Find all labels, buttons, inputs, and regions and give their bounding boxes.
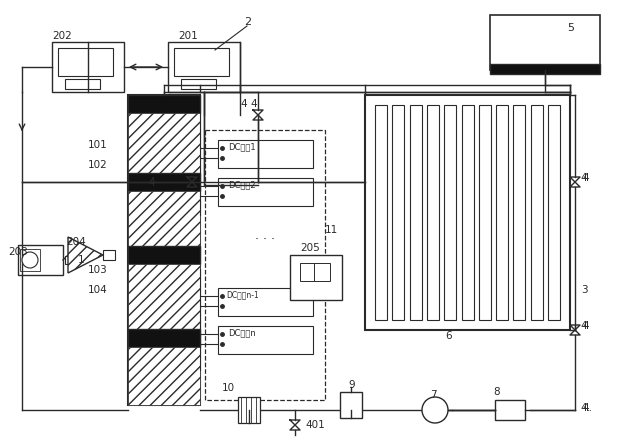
Bar [392,105,404,320]
Text: . . .: . . . [255,228,275,242]
Bar [496,105,508,320]
Text: 4: 4 [148,178,155,188]
Bar [20,249,40,271]
Text: 3: 3 [581,285,587,295]
Bar [365,95,570,330]
Text: 4: 4 [580,173,587,183]
Bar [128,113,200,173]
Text: 5: 5 [567,23,574,33]
Text: 4: 4 [148,177,155,187]
Bar [427,105,439,320]
Text: 10: 10 [222,383,235,393]
Text: 102: 102 [88,160,108,170]
Bar [181,79,216,89]
Bar [205,130,325,400]
Bar [375,105,387,320]
Bar [444,105,456,320]
Bar [314,263,330,281]
Text: 202: 202 [52,31,72,41]
Bar [462,105,473,320]
Text: 401: 401 [305,420,325,430]
Bar [128,95,200,405]
Text: 4: 4 [582,173,589,183]
Text: 101: 101 [88,140,108,150]
Bar [548,105,560,320]
Bar [218,140,313,168]
Bar [128,329,200,347]
Bar [531,105,543,320]
Bar [128,95,200,113]
Bar [490,64,600,74]
Bar [238,397,260,423]
Text: 2: 2 [244,17,251,27]
Circle shape [22,252,38,268]
Bar [58,48,113,76]
Text: 4: 4 [250,99,257,109]
Text: DC电源1: DC电源1 [228,142,255,151]
Text: 103: 103 [88,265,108,275]
Text: 4.: 4. [582,403,592,413]
Text: 11: 11 [325,225,338,235]
Text: 6: 6 [445,331,452,341]
Text: 104: 104 [88,285,108,295]
Bar [65,256,77,264]
Bar [128,191,200,246]
Text: 4: 4 [580,321,587,331]
Text: 201: 201 [178,31,197,41]
Bar [128,347,200,405]
Bar [495,400,525,420]
Bar [513,105,525,320]
Bar [290,255,342,300]
Text: 7: 7 [430,390,437,400]
Bar [174,48,229,76]
Text: 4.: 4. [580,403,590,413]
Text: 8: 8 [493,387,500,397]
Bar [128,264,200,329]
Text: 203: 203 [8,247,28,257]
Bar [103,250,115,260]
Bar [340,392,362,418]
Bar [300,263,316,281]
Text: 4: 4 [240,99,247,109]
Bar [218,178,313,206]
Text: 204: 204 [66,237,86,247]
Bar [479,105,491,320]
Bar [168,42,240,92]
Bar [52,42,124,92]
Text: DC电源n-1: DC电源n-1 [226,291,259,299]
Text: 1: 1 [78,255,85,265]
Bar [218,326,313,354]
Bar [128,246,200,264]
Circle shape [422,397,448,423]
Bar [18,245,63,275]
Bar [128,173,200,191]
Text: DC电源2: DC电源2 [228,181,255,190]
Text: 4: 4 [582,321,589,331]
Text: 9: 9 [348,380,354,390]
Bar [65,79,100,89]
Text: DC电源n: DC电源n [228,328,256,337]
Bar [409,105,422,320]
Bar [490,15,600,70]
Polygon shape [68,237,103,273]
Bar [218,288,313,316]
Text: 205: 205 [300,243,320,253]
